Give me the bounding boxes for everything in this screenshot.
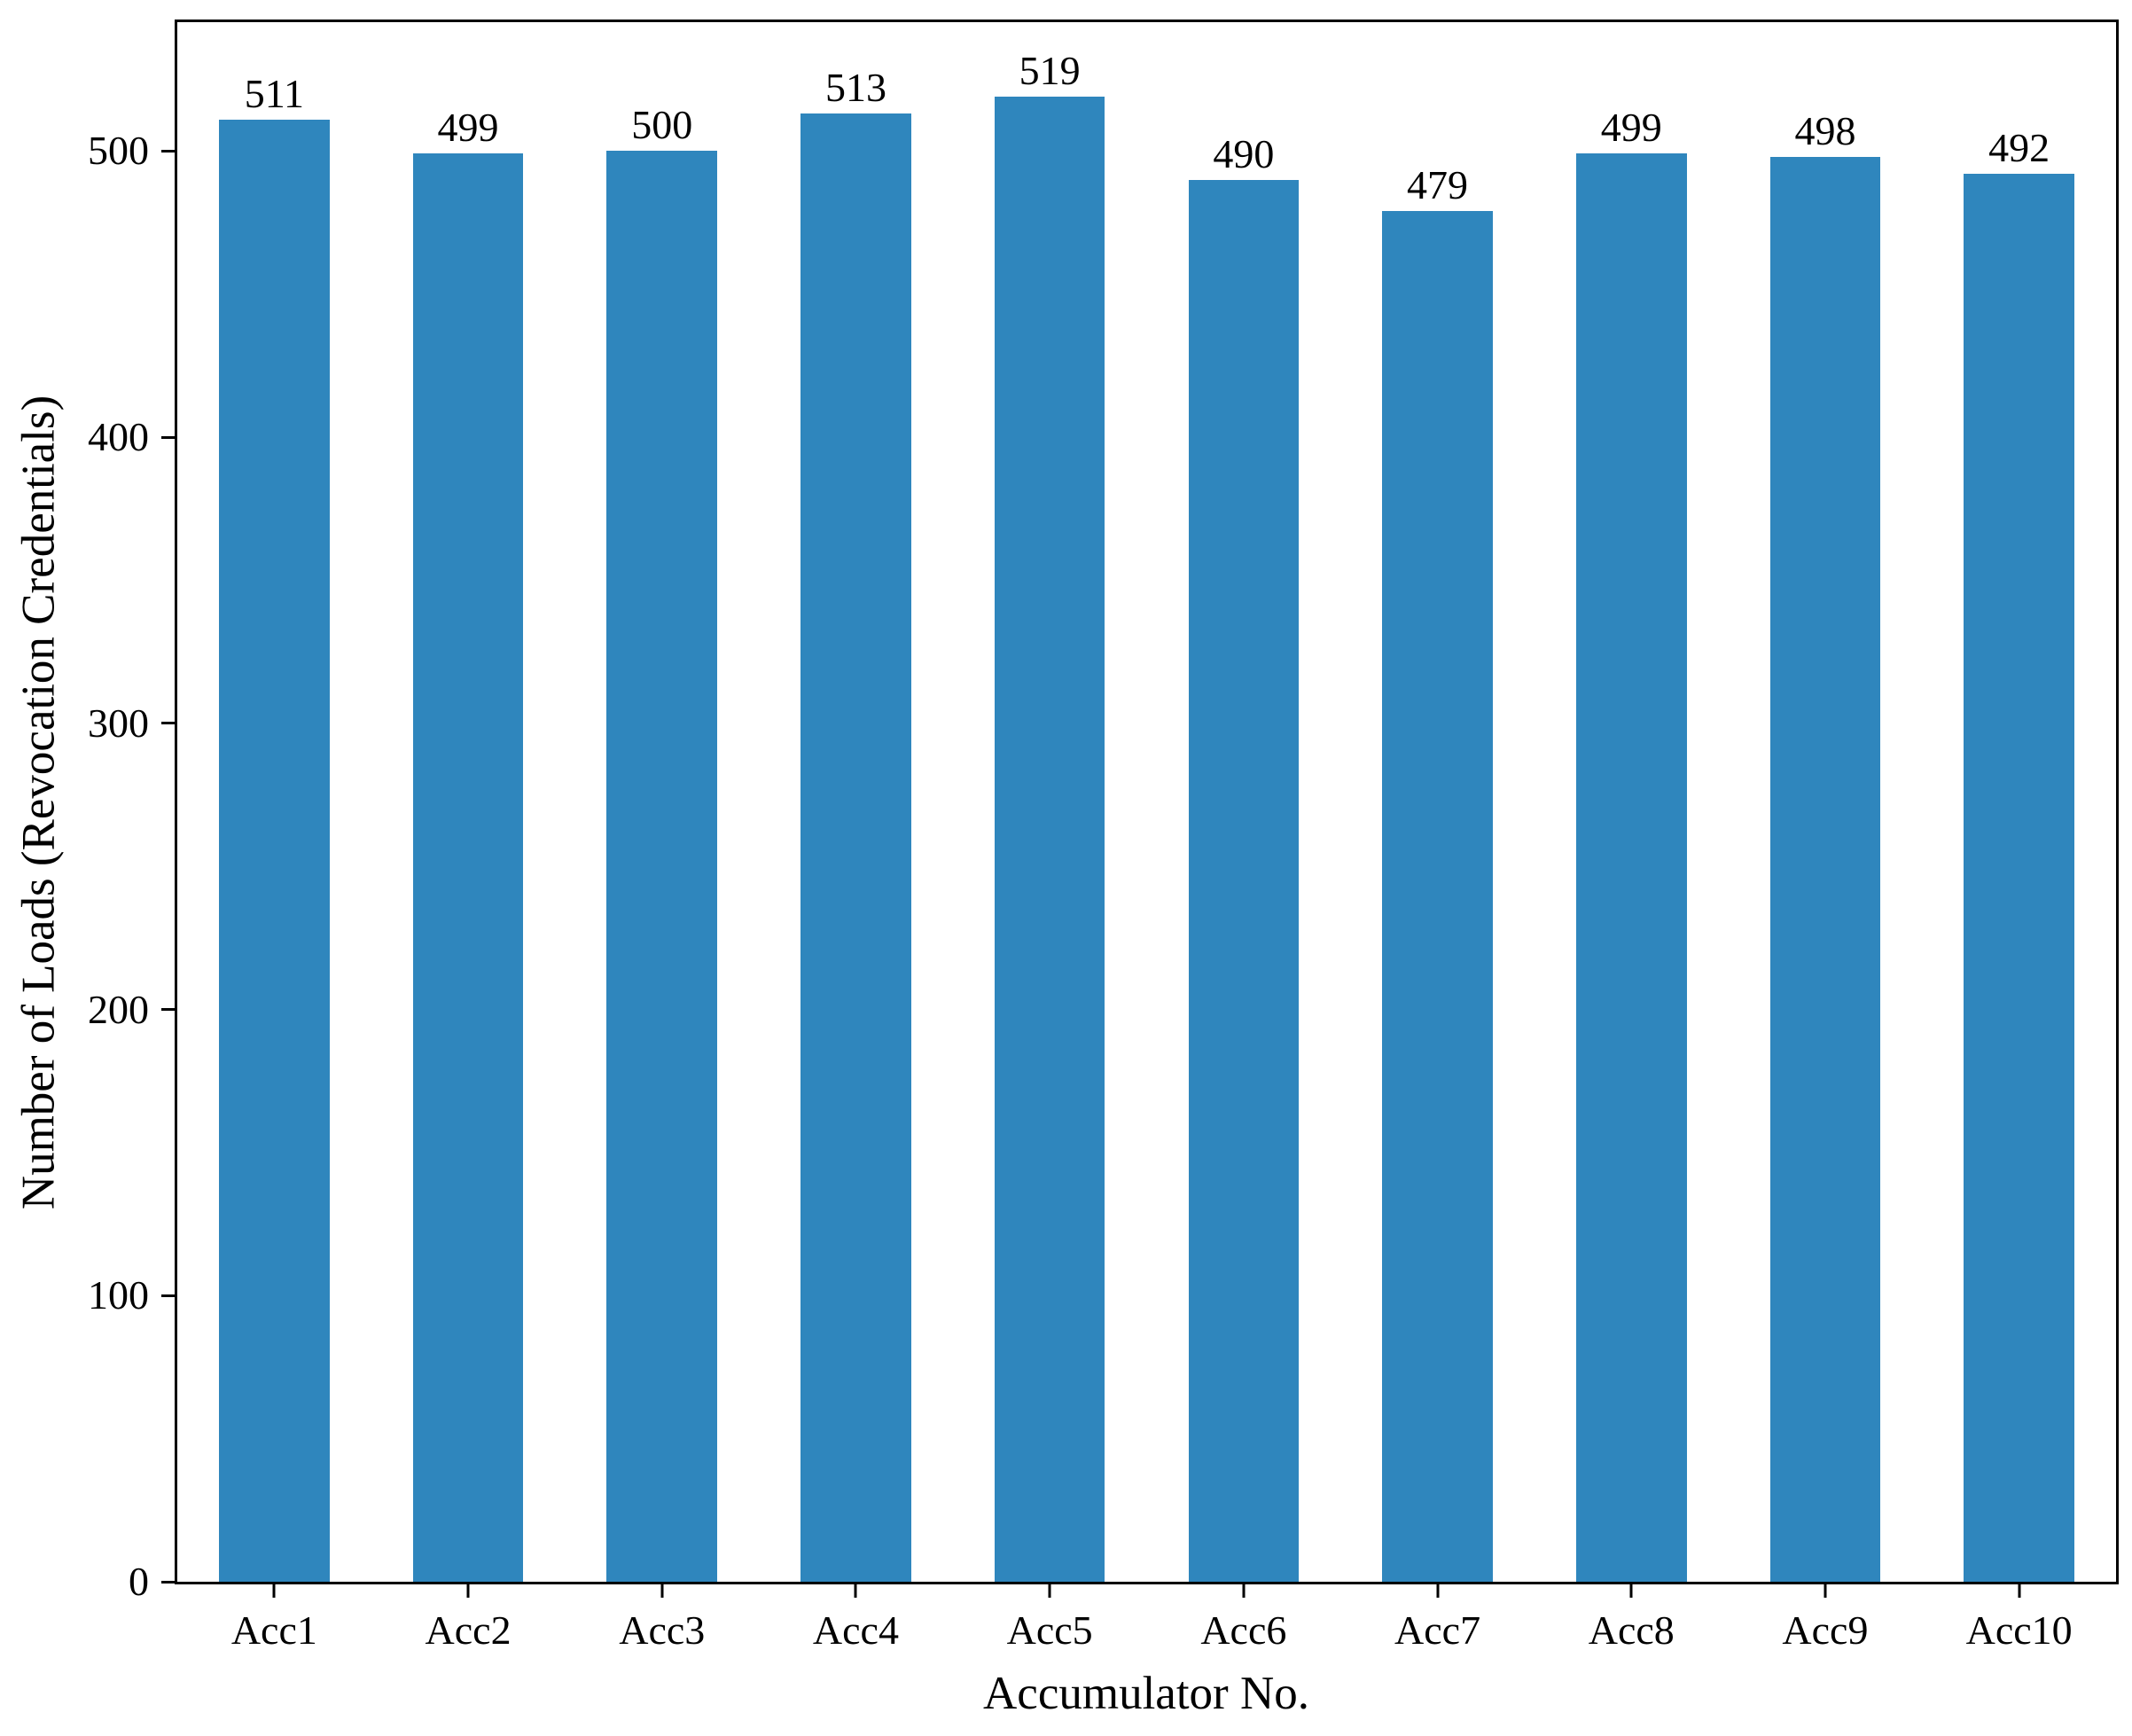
- bar: [1575, 153, 1687, 1582]
- x-tick-mark: [466, 1582, 470, 1598]
- y-tick-label: 100: [88, 1272, 149, 1318]
- x-tick-label: Acc9: [1782, 1607, 1869, 1653]
- y-tick-label: 0: [129, 1559, 149, 1604]
- bar-value-label: 499: [1600, 105, 1662, 151]
- x-tick-label: Acc7: [1394, 1607, 1481, 1653]
- bar-value-label: 519: [1019, 47, 1081, 93]
- y-tick-label: 300: [88, 700, 149, 746]
- bar: [412, 153, 524, 1582]
- x-tick-label: Acc8: [1588, 1607, 1675, 1653]
- y-tick-label: 400: [88, 414, 149, 459]
- bar-value-label: 479: [1407, 162, 1469, 208]
- y-tick-mark: [161, 722, 177, 725]
- x-tick-mark: [1436, 1582, 1440, 1598]
- bar-value-label: 499: [437, 105, 499, 151]
- bar: [1382, 211, 1493, 1582]
- bar-value-label: 490: [1213, 130, 1275, 176]
- x-tick-mark: [660, 1582, 664, 1598]
- bar: [219, 119, 330, 1582]
- bar: [994, 96, 1105, 1582]
- bar-value-label: 492: [1988, 125, 2050, 171]
- bar: [1964, 174, 2074, 1582]
- y-tick-mark: [161, 1008, 177, 1011]
- y-tick-mark: [161, 1580, 177, 1584]
- bar: [606, 151, 718, 1582]
- y-tick-mark: [161, 149, 177, 152]
- x-tick-label: Acc1: [230, 1607, 317, 1653]
- x-tick-label: Acc10: [1965, 1607, 2073, 1653]
- x-tick-mark: [2018, 1582, 2021, 1598]
- bar-value-label: 511: [244, 70, 304, 116]
- x-tick-mark: [1242, 1582, 1246, 1598]
- y-tick-label: 200: [88, 986, 149, 1032]
- x-tick-mark: [1048, 1582, 1051, 1598]
- x-tick-label: Acc4: [812, 1607, 899, 1653]
- x-tick-label: Acc3: [619, 1607, 706, 1653]
- y-tick-mark: [161, 435, 177, 439]
- x-tick-mark: [854, 1582, 857, 1598]
- bar: [1769, 156, 1881, 1582]
- x-tick-label: Acc6: [1200, 1607, 1287, 1653]
- x-axis-title: Accumulator No.: [983, 1668, 1309, 1719]
- bar-value-label: 513: [824, 65, 886, 111]
- y-tick-label: 500: [88, 128, 149, 174]
- bar: [800, 113, 911, 1582]
- bar-value-label: 500: [631, 102, 693, 148]
- bar-value-label: 498: [1794, 107, 1856, 153]
- y-tick-mark: [161, 1294, 177, 1297]
- y-axis-title: Number of Loads (Revocation Credentials): [12, 395, 65, 1210]
- x-tick-label: Acc5: [1006, 1607, 1093, 1653]
- x-tick-mark: [1824, 1582, 1827, 1598]
- x-tick-mark: [1629, 1582, 1633, 1598]
- x-tick-mark: [272, 1582, 276, 1598]
- x-tick-label: Acc2: [425, 1607, 512, 1653]
- plot-area: 0 100 200 300 400 500 511 Acc1 499 Acc2 500 Acc3 513…: [88, 20, 2119, 1651]
- bar: [1188, 179, 1300, 1582]
